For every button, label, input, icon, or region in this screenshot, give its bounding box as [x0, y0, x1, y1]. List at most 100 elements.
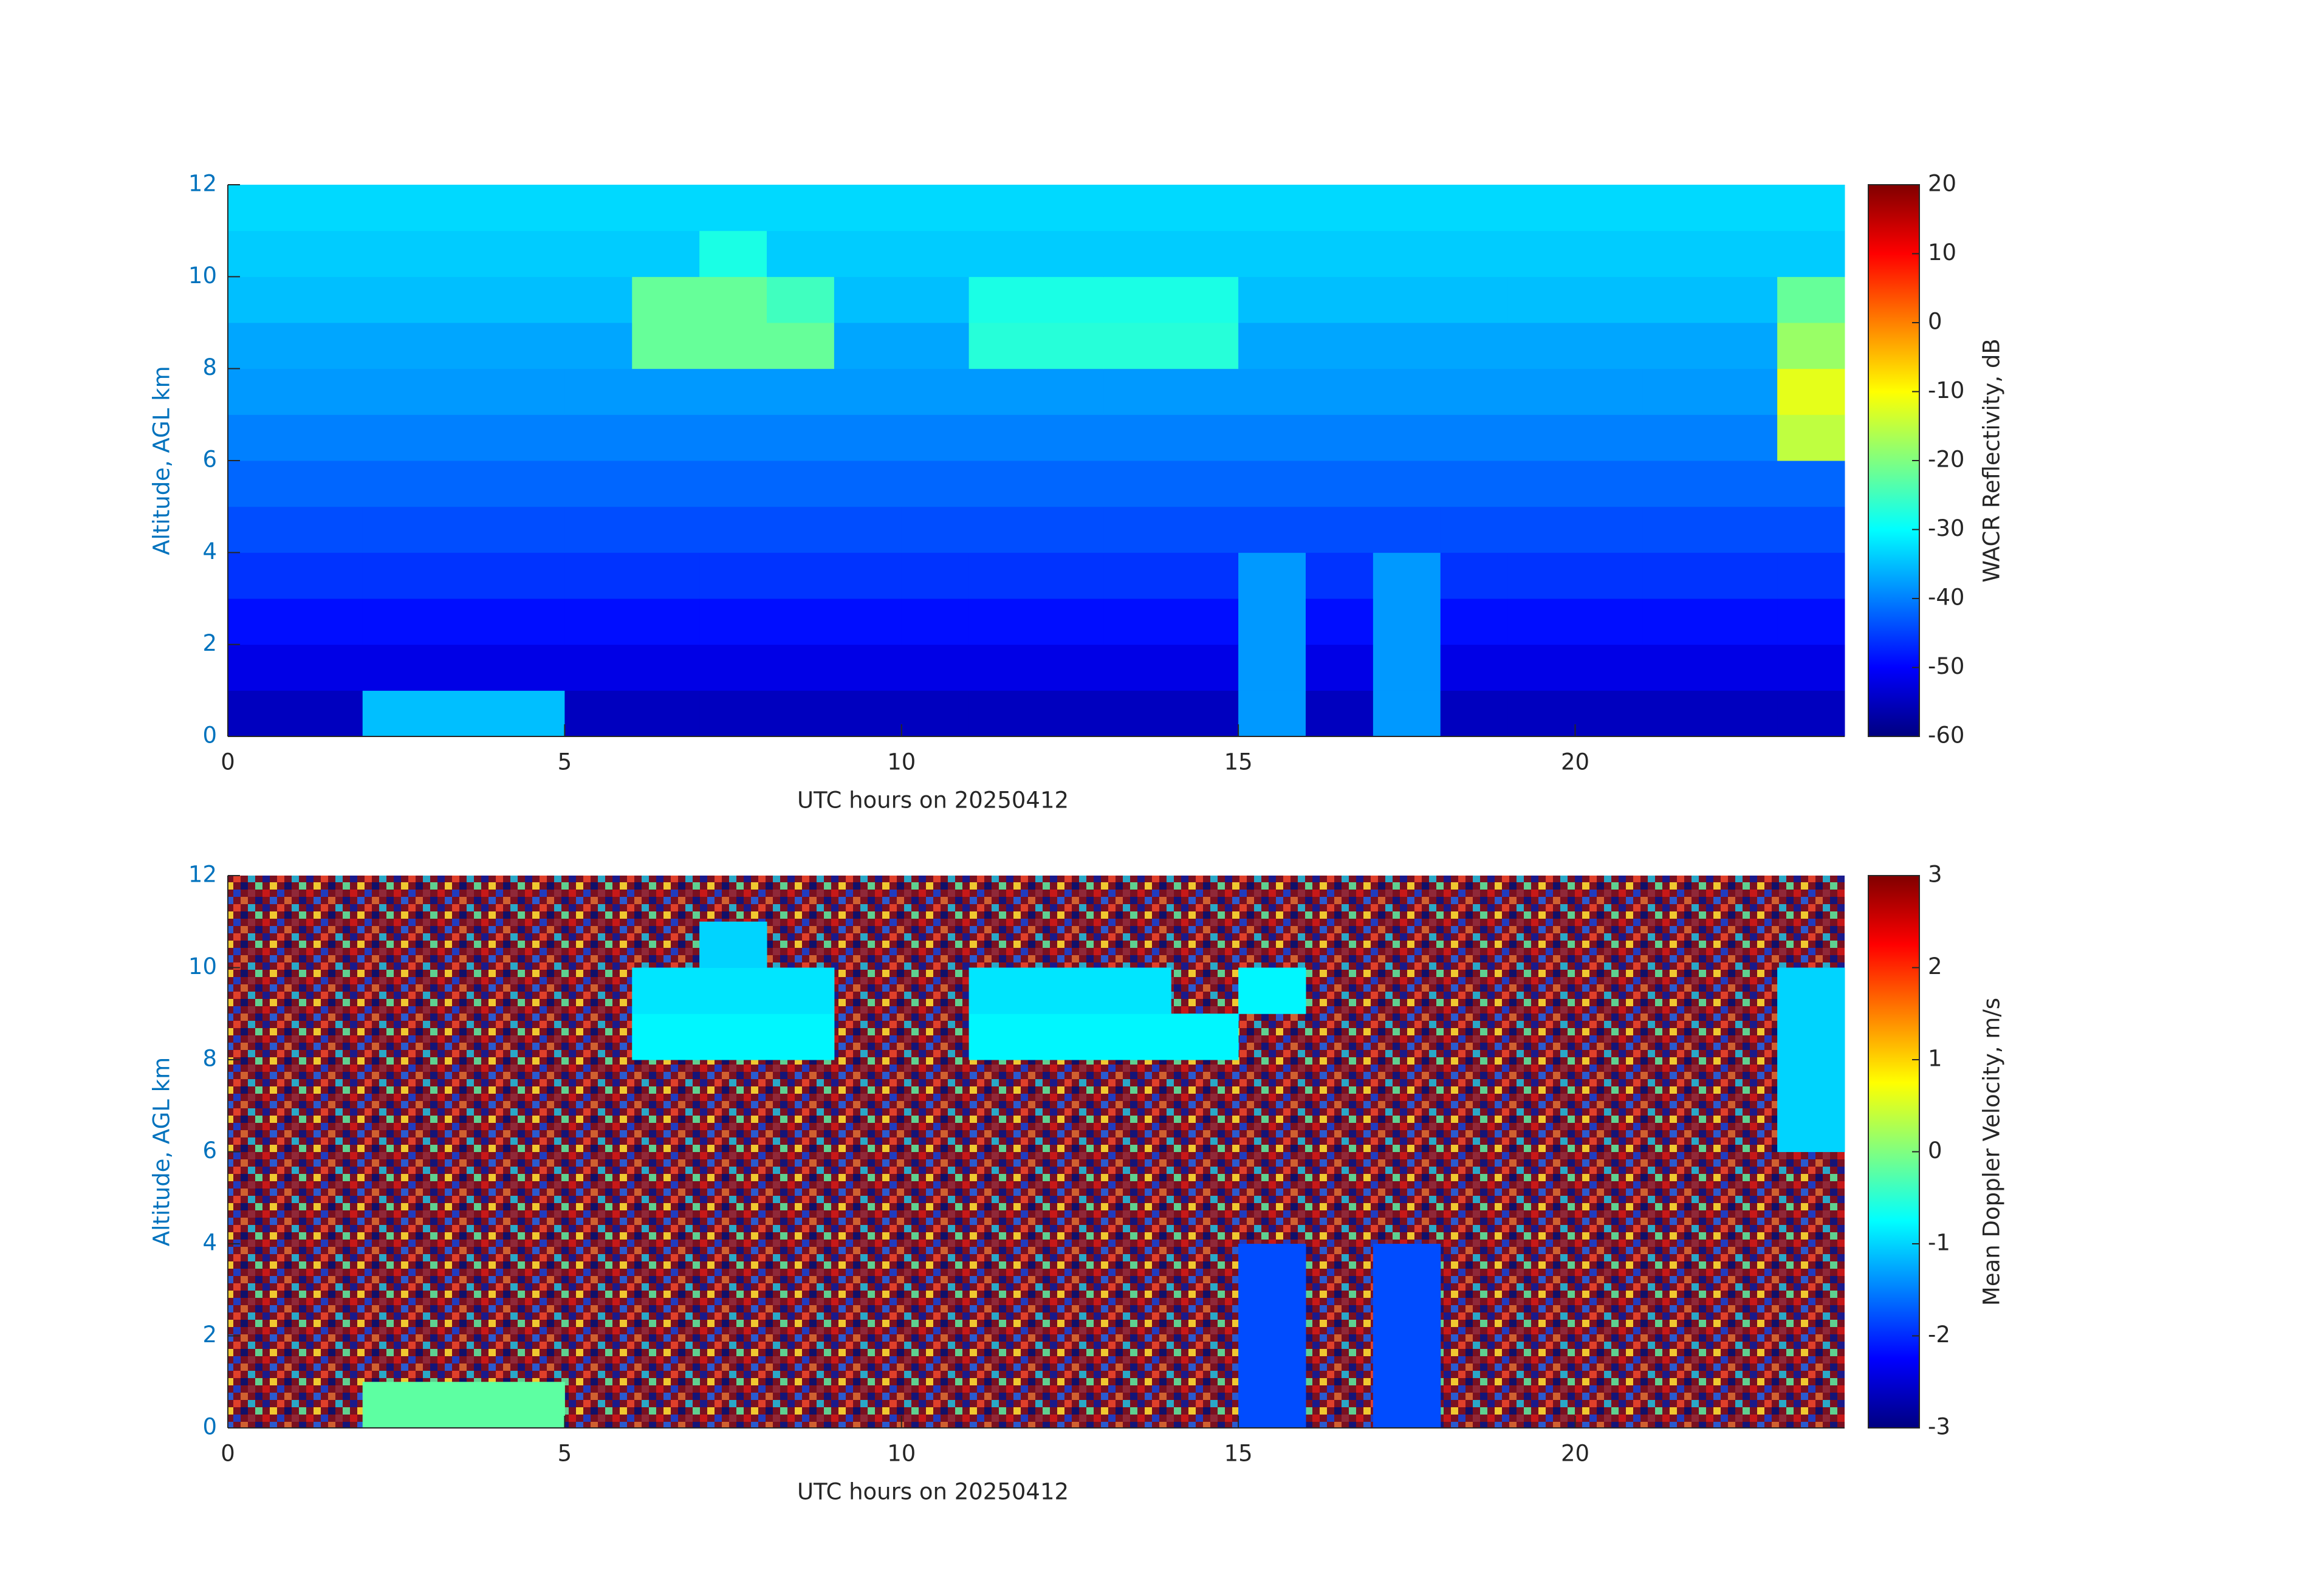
heatmap-cell	[1103, 185, 1171, 232]
heatmap-cell	[497, 1382, 565, 1429]
colorbar-tick-label: -20	[1928, 447, 1964, 473]
heatmap-cell	[1238, 552, 1306, 599]
x-tick-label: 15	[1224, 1441, 1253, 1467]
heatmap-cell	[497, 230, 565, 277]
heatmap-cell	[564, 368, 632, 415]
heatmap-cell	[1642, 276, 1710, 323]
heatmap-cell	[497, 185, 565, 232]
heatmap-cell	[1103, 414, 1171, 461]
heatmap-cell	[1507, 368, 1575, 415]
heatmap-cell	[1036, 1014, 1104, 1060]
heatmap-cell	[1507, 414, 1575, 461]
heatmap-cell	[1642, 599, 1710, 645]
heatmap-cell	[1103, 323, 1171, 369]
heatmap-cell	[1777, 230, 1845, 277]
colorbar-label: Mean Doppler Velocity, m/s	[1979, 998, 2005, 1306]
heatmap-cell	[901, 644, 970, 691]
heatmap-cell	[1777, 599, 1845, 645]
y-tick-label: 12	[188, 171, 217, 197]
heatmap-cell	[497, 552, 565, 599]
heatmap-cell	[430, 506, 498, 553]
heatmap-cell	[497, 461, 565, 507]
heatmap-cell	[295, 644, 363, 691]
heatmap-cell	[632, 552, 700, 599]
heatmap-cell	[1710, 414, 1778, 461]
heatmap-cell	[295, 506, 363, 553]
colorbar-tick-label: -30	[1928, 515, 1964, 541]
heatmap-cell	[228, 276, 296, 323]
heatmap-cell	[1171, 368, 1239, 415]
heatmap-cell	[632, 414, 700, 461]
heatmap-cell	[1373, 276, 1441, 323]
heatmap-cell	[497, 368, 565, 415]
heatmap-cell	[1642, 185, 1710, 232]
heatmap-cell	[632, 690, 700, 737]
heatmap-cell	[632, 323, 700, 369]
heatmap-cell	[1373, 1244, 1441, 1291]
heatmap-cell	[1238, 414, 1306, 461]
heatmap-cell	[1575, 644, 1643, 691]
heatmap-cell	[1710, 230, 1778, 277]
heatmap-cell	[497, 414, 565, 461]
heatmap-cell	[228, 690, 296, 737]
heatmap-cell	[767, 690, 835, 737]
heatmap-cell	[1777, 967, 1845, 1014]
heatmap-cell	[1373, 461, 1441, 507]
x-tick-label: 10	[887, 749, 916, 775]
heatmap-cell	[767, 323, 835, 369]
colorbar-tick-label: -50	[1928, 653, 1964, 679]
heatmap-cell	[1238, 506, 1306, 553]
heatmap-cell	[1171, 323, 1239, 369]
heatmap-cell	[1171, 644, 1239, 691]
heatmap-cell	[1238, 185, 1306, 232]
y-tick-label: 8	[202, 354, 217, 380]
colorbar-tick-label: -60	[1928, 722, 1964, 749]
heatmap-cell	[1710, 276, 1778, 323]
heatmap-cell	[1171, 414, 1239, 461]
heatmap-cell	[1642, 506, 1710, 553]
heatmap-cell	[1710, 690, 1778, 737]
heatmap-cell	[632, 461, 700, 507]
x-tick-label: 0	[221, 749, 235, 775]
heatmap-cell	[1036, 599, 1104, 645]
heatmap-cell	[295, 185, 363, 232]
heatmap-cell	[1777, 368, 1845, 415]
heatmap-cell	[699, 644, 767, 691]
heatmap-cell	[564, 323, 632, 369]
heatmap-cell	[1777, 552, 1845, 599]
heatmap-cell	[1575, 323, 1643, 369]
x-tick-label: 10	[887, 1441, 916, 1467]
heatmap-cell	[699, 276, 767, 323]
heatmap-cell	[1373, 690, 1441, 737]
heatmap-cell	[834, 644, 902, 691]
heatmap-cell	[564, 230, 632, 277]
colorbar-tick-label: -3	[1928, 1414, 1950, 1440]
heatmap-cell	[1238, 368, 1306, 415]
heatmap-cell	[632, 599, 700, 645]
heatmap-cell	[228, 368, 296, 415]
heatmap-cell	[564, 690, 632, 737]
heatmap-cell	[1440, 276, 1509, 323]
heatmap-cell	[295, 230, 363, 277]
heatmap-cell	[1575, 690, 1643, 737]
heatmap-cell	[1171, 506, 1239, 553]
heatmap-cell	[1575, 552, 1643, 599]
heatmap-cell	[1171, 552, 1239, 599]
heatmap-cell	[1103, 690, 1171, 737]
heatmap-cell	[834, 506, 902, 553]
heatmap-cell	[901, 599, 970, 645]
heatmap-cell	[362, 230, 431, 277]
y-tick-label: 12	[188, 862, 217, 888]
heatmap-cell	[1642, 230, 1710, 277]
heatmap-cell	[1306, 185, 1374, 232]
heatmap-cell	[632, 1014, 700, 1060]
heatmap-cell	[1036, 690, 1104, 737]
heatmap-cell	[1103, 552, 1171, 599]
y-tick-label: 4	[202, 1230, 217, 1256]
heatmap-cell	[430, 690, 498, 737]
heatmap-cell	[1710, 461, 1778, 507]
heatmap-cell	[1777, 1014, 1845, 1060]
heatmap-cell	[1507, 461, 1575, 507]
heatmap-cell	[968, 414, 1037, 461]
heatmap-cell	[1777, 461, 1845, 507]
